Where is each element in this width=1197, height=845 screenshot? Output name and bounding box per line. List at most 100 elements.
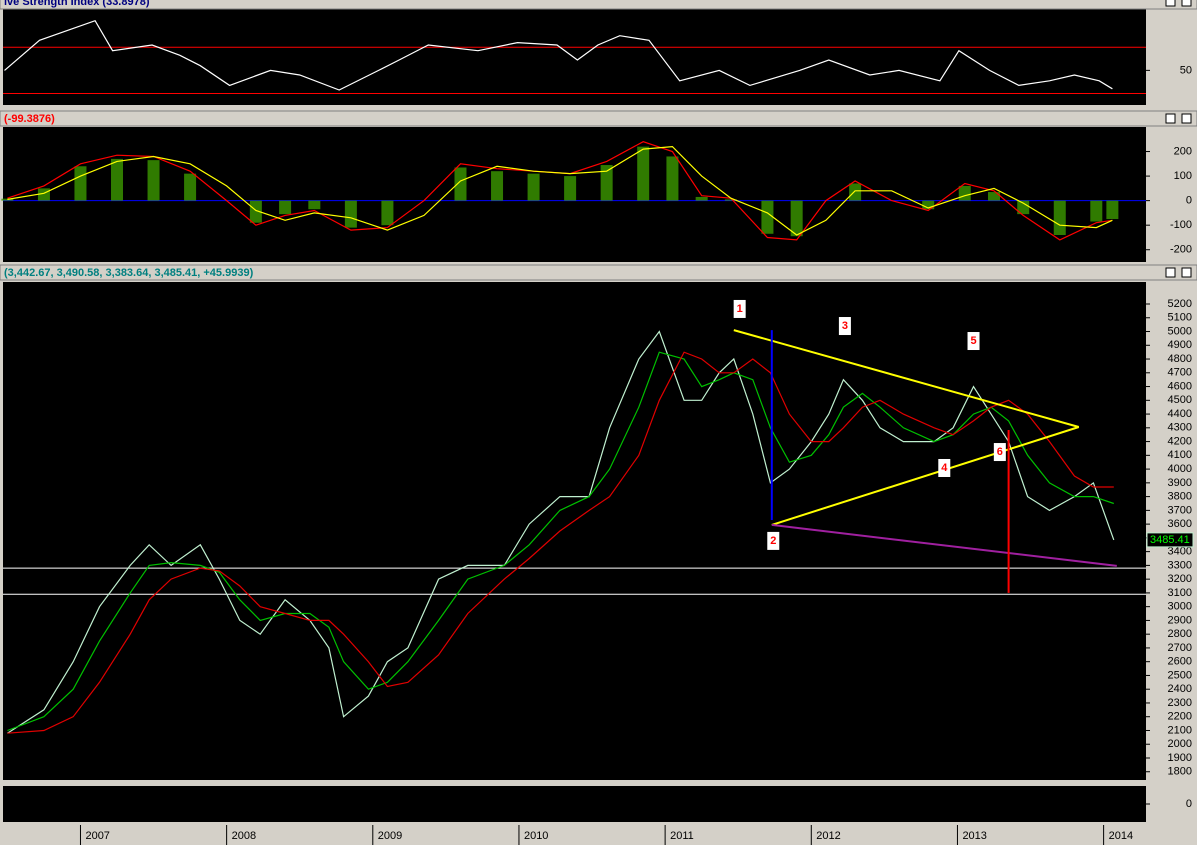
- histogram-bar: [666, 156, 679, 201]
- y-tick-label: 4100: [1168, 449, 1192, 461]
- panel-button[interactable]: [1165, 0, 1176, 7]
- histogram-bar: [249, 200, 262, 223]
- plot-area: [3, 786, 1146, 822]
- histogram-bar: [147, 160, 160, 201]
- y-tick-label: -200: [1170, 244, 1192, 256]
- y-tick-label: 3700: [1168, 504, 1192, 516]
- histogram-bar: [600, 165, 613, 201]
- plot-area: [3, 282, 1146, 780]
- plot-area: [3, 8, 1146, 105]
- histogram-bar: [724, 199, 737, 201]
- histogram-bar: [761, 200, 774, 234]
- y-tick-label: 4800: [1168, 353, 1192, 365]
- histogram-bar: [922, 200, 935, 210]
- panel-button[interactable]: [1165, 267, 1176, 278]
- panel-button[interactable]: [1165, 113, 1176, 124]
- y-tick-label: 2000: [1168, 738, 1192, 750]
- y-tick-label: 4900: [1168, 339, 1192, 351]
- panel-button[interactable]: [1181, 113, 1192, 124]
- y-tick-label: 0: [1186, 195, 1192, 207]
- x-tick-label: 2012: [816, 830, 840, 842]
- histogram-bar: [308, 200, 321, 210]
- histogram-bar: [1090, 200, 1103, 222]
- annotation-box: [967, 332, 980, 351]
- histogram-bar: [987, 192, 1000, 201]
- annotation: 2: [770, 535, 776, 547]
- x-tick-label: 2008: [232, 830, 256, 842]
- histogram-bar: [344, 200, 357, 228]
- trend-line: [771, 523, 1117, 567]
- y-tick-label: 4600: [1168, 380, 1192, 392]
- y-tick-label: 2700: [1168, 642, 1192, 654]
- x-tick-label: 2010: [524, 830, 548, 842]
- y-tick-label: 3800: [1168, 491, 1192, 503]
- panel-button[interactable]: [1181, 267, 1192, 278]
- series-line: [7, 351, 1114, 734]
- y-tick-label: 2400: [1168, 683, 1192, 695]
- y-tick-label: -100: [1170, 219, 1192, 231]
- annotation-box: [938, 458, 951, 477]
- y-tick-label: 2100: [1168, 724, 1192, 736]
- histogram-bar: [454, 167, 467, 201]
- y-tick-label: 200: [1174, 145, 1192, 157]
- panel-button[interactable]: [1181, 0, 1192, 7]
- y-tick-label: 50: [1180, 64, 1192, 76]
- y-tick-label: 4300: [1168, 422, 1192, 434]
- histogram-bar: [1017, 200, 1030, 215]
- trend-line: [771, 426, 1080, 526]
- series-line: [7, 141, 1113, 241]
- histogram-bar: [74, 166, 87, 201]
- histogram-bar: [1106, 200, 1119, 220]
- y-tick-label: 5100: [1168, 312, 1192, 324]
- y-tick-label: 3900: [1168, 477, 1192, 489]
- annotation-box: [767, 531, 780, 550]
- annotation: 1: [737, 303, 743, 315]
- y-tick-label: 2200: [1168, 711, 1192, 723]
- annotation-box: [838, 317, 851, 336]
- panel-strip: [0, 264, 1197, 281]
- histogram-bar: [491, 171, 504, 201]
- annotation: 3: [842, 320, 848, 332]
- histogram-bar: [381, 200, 394, 226]
- y-tick-label: 0: [1186, 798, 1192, 810]
- histogram-bar: [1, 198, 14, 201]
- y-tick-label: 1900: [1168, 752, 1192, 764]
- value-tag: [1146, 532, 1194, 548]
- y-tick-label: 4000: [1168, 463, 1192, 475]
- y-tick-label: 4200: [1168, 435, 1192, 447]
- histogram-bar: [527, 173, 540, 201]
- y-tick-label: 4400: [1168, 408, 1192, 420]
- y-tick-label: 3300: [1168, 559, 1192, 571]
- histogram-bar: [1053, 200, 1066, 235]
- value-tag-label: 3485.41: [1150, 534, 1190, 546]
- x-tick-label: 2009: [378, 830, 402, 842]
- panel-strip: [0, 110, 1197, 127]
- y-tick-label: 3400: [1168, 546, 1192, 558]
- y-tick-label: 2500: [1168, 669, 1192, 681]
- annotation: 5: [970, 335, 976, 347]
- panel-title: ive Strength Index (33.8978): [4, 0, 150, 8]
- trend-line: [733, 329, 1080, 428]
- panel-strip: [0, 0, 1197, 10]
- y-tick-label: 3200: [1168, 573, 1192, 585]
- annotation-box: [733, 299, 746, 318]
- panel-title: (3,442.67, 3,490.58, 3,383.64, 3,485.41,…: [4, 267, 254, 279]
- y-tick-label: 2300: [1168, 697, 1192, 709]
- histogram-bar: [849, 183, 862, 201]
- y-tick-label: 2900: [1168, 614, 1192, 626]
- y-tick-label: 3100: [1168, 587, 1192, 599]
- histogram-bar: [637, 146, 650, 201]
- y-tick-label: 4500: [1168, 394, 1192, 406]
- series-line: [7, 145, 1113, 236]
- x-tick-label: 2007: [85, 830, 109, 842]
- histogram-bar: [695, 196, 708, 201]
- y-tick-label: 3600: [1168, 518, 1192, 530]
- series-line: [7, 330, 1115, 734]
- x-tick-label: 2011: [670, 830, 694, 842]
- histogram-bar: [184, 173, 197, 201]
- annotation: 4: [941, 462, 948, 474]
- annotation-box: [993, 443, 1006, 462]
- panel-title: (-99.3876): [4, 113, 55, 125]
